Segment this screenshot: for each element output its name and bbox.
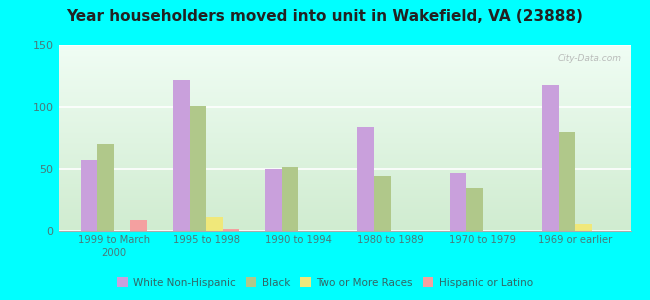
Legend: White Non-Hispanic, Black, Two or More Races, Hispanic or Latino: White Non-Hispanic, Black, Two or More R… [113,273,537,292]
Bar [374,176,391,231]
Bar [358,127,374,231]
Bar [131,220,147,231]
Text: Year householders moved into unit in Wakefield, VA (23888): Year householders moved into unit in Wak… [66,9,584,24]
Bar [575,224,592,231]
Bar [558,132,575,231]
Bar [466,188,483,231]
Bar [265,169,281,231]
Bar [542,85,558,231]
Bar [98,144,114,231]
Bar [81,160,98,231]
Text: City-Data.com: City-Data.com [558,54,622,63]
Bar [223,229,239,231]
Bar [173,80,190,231]
Bar [450,173,466,231]
Bar [190,106,206,231]
Bar [206,218,223,231]
Bar [281,167,298,231]
